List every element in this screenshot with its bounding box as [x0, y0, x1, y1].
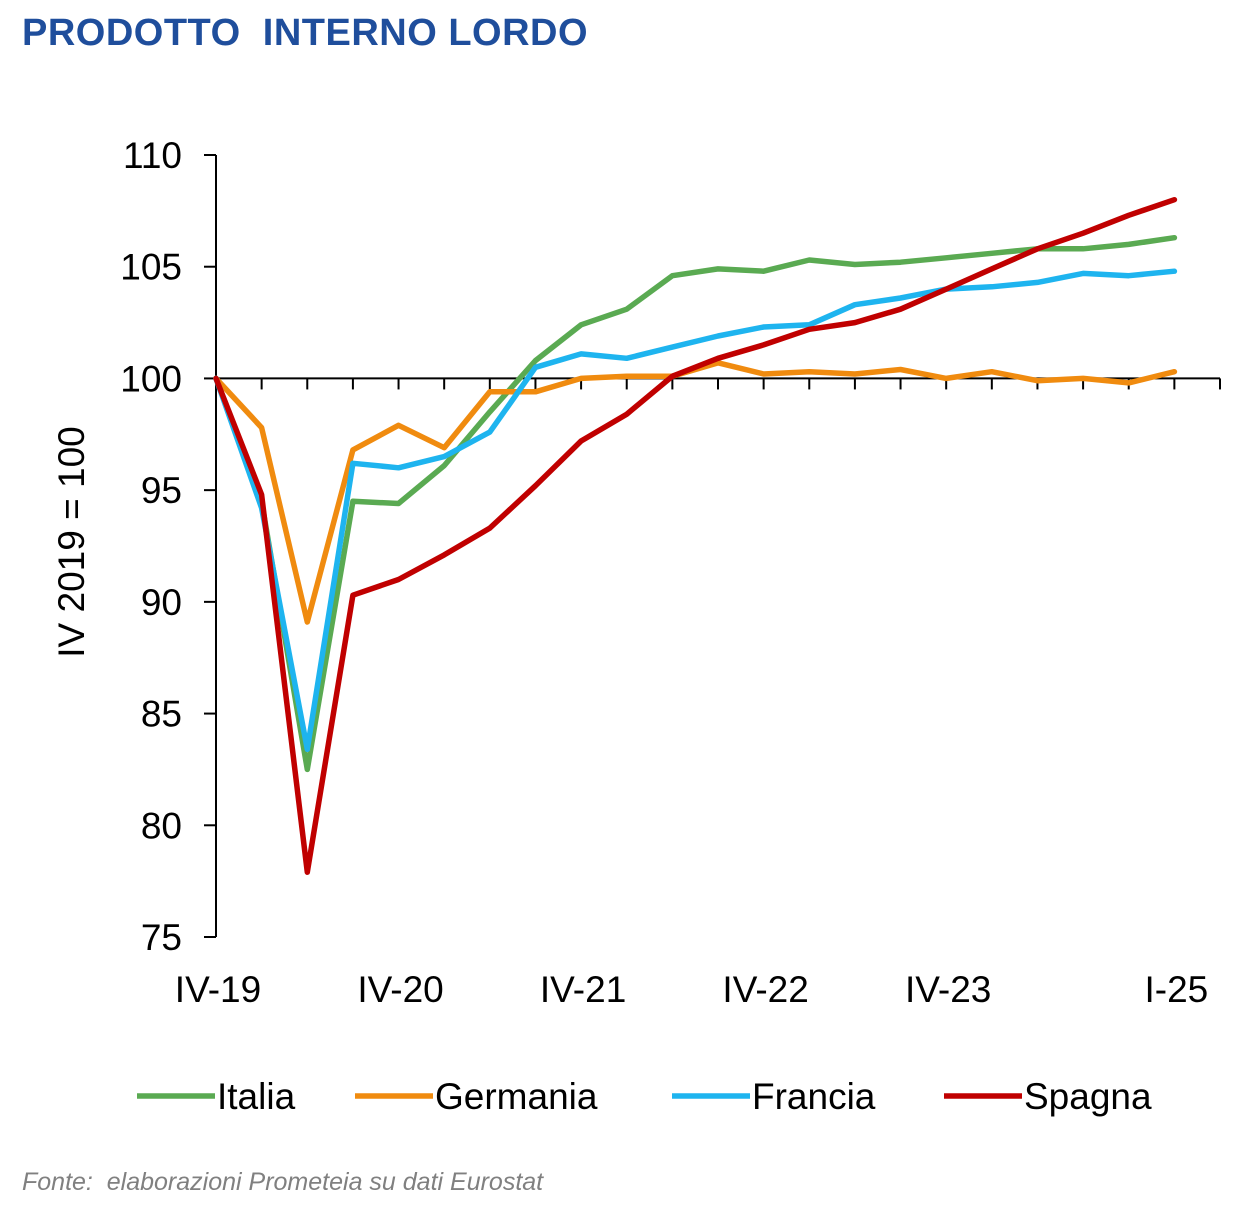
legend-label: Spagna	[1024, 1076, 1152, 1117]
y-tick-label: 95	[141, 470, 182, 511]
series-line-francia	[213, 268, 1178, 753]
source-note: Fonte: elaborazioni Prometeia su dati Eu…	[22, 1168, 544, 1196]
x-tick-label: IV-20	[357, 969, 443, 1010]
series-line-italia	[213, 234, 1178, 773]
x-tick-label: IV-22	[722, 969, 808, 1010]
legend-item-italia: Italia	[137, 1076, 296, 1117]
x-tick-label: IV-21	[540, 969, 626, 1010]
y-tick-label: 75	[141, 917, 182, 958]
y-tick-label: 110	[123, 135, 182, 176]
chart-title: PRODOTTO INTERNO LORDO	[22, 12, 589, 54]
legend-item-francia: Francia	[672, 1076, 876, 1117]
legend-item-germania: Germania	[355, 1076, 598, 1117]
y-tick-label: 80	[141, 805, 182, 846]
legend-label: Francia	[752, 1076, 876, 1117]
legend-item-spagna: Spagna	[944, 1076, 1152, 1117]
y-tick-label: 105	[120, 247, 182, 288]
legend-label: Italia	[217, 1076, 296, 1117]
y-tick-label: 85	[141, 694, 182, 735]
y-tick-label: 100	[120, 358, 182, 399]
series-line-germania	[213, 360, 1178, 625]
y-axis-label: IV 2019 = 100	[51, 426, 92, 657]
x-tick-label: I-25	[1144, 969, 1208, 1010]
x-tick-label: IV-23	[905, 969, 991, 1010]
series-line-spagna	[213, 196, 1178, 875]
x-tick-label: IV-19	[175, 969, 261, 1010]
y-tick-label: 90	[141, 582, 182, 623]
line-chart: 75 80 85 90 95 100 105 110 IV-19 IV-20 IV-21 IV-22 I…	[51, 135, 1221, 1117]
legend-label: Germania	[435, 1076, 598, 1117]
